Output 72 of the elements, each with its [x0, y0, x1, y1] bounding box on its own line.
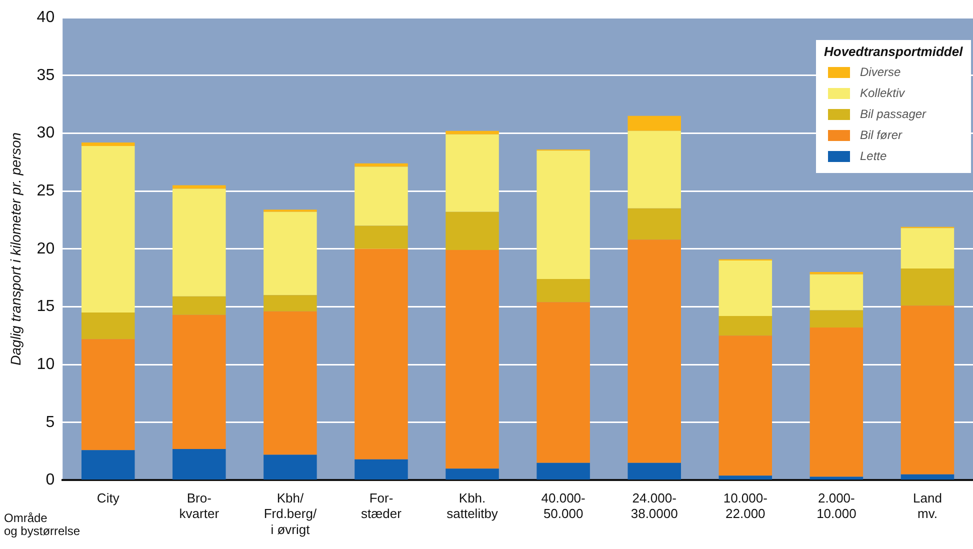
y-tick-label: 30	[36, 124, 55, 142]
legend-label: Diverse	[860, 65, 901, 80]
y-axis-title: Daglig transport i kilometer pr. person	[7, 132, 24, 366]
bar	[536, 302, 590, 463]
bar	[354, 226, 408, 249]
bar	[628, 208, 681, 240]
bar	[354, 166, 408, 226]
legend-title: Hovedtransportmiddel	[824, 44, 963, 59]
bar	[900, 474, 954, 480]
bar	[446, 212, 499, 250]
bar	[264, 212, 317, 296]
bar	[628, 240, 681, 463]
x-tick-label: Kbh. sattelitby	[446, 490, 498, 522]
bar	[900, 268, 954, 306]
bar	[810, 328, 864, 477]
y-tick-label: 10	[36, 356, 55, 373]
bar	[446, 130, 499, 134]
bar	[536, 150, 590, 279]
bar	[536, 462, 590, 480]
x-tick-label: 10.000- 22.000	[723, 490, 768, 522]
bar	[718, 316, 772, 336]
x-tick-label: 40.000- 50.000	[541, 490, 586, 522]
x-tick-label: 2.000- 10.000	[816, 490, 856, 522]
bar	[354, 163, 408, 167]
y-tick-label: 0	[46, 472, 55, 489]
y-tick-label: 35	[36, 66, 55, 84]
bar	[81, 339, 135, 450]
bar	[810, 476, 864, 480]
x-tick-label: Land mv.	[913, 490, 942, 522]
x-tick-label: Bro- kvarter	[179, 490, 220, 522]
bar	[810, 310, 864, 328]
x-tick-label: 24.000- 38.0000	[630, 490, 678, 522]
bar	[264, 454, 317, 480]
bar	[172, 314, 226, 449]
legend-label: Bil fører	[860, 128, 902, 142]
bar	[718, 260, 772, 316]
bar	[628, 130, 681, 208]
bar	[900, 306, 954, 474]
bar	[354, 248, 408, 460]
bar	[264, 311, 317, 455]
y-tick-label: 25	[36, 182, 55, 200]
bar	[172, 448, 226, 480]
bar	[718, 336, 772, 476]
legend-label: Bil passager	[860, 107, 926, 122]
bar	[81, 450, 135, 480]
bar	[81, 312, 135, 340]
bar	[446, 468, 499, 480]
x-tick-label: For- stæder	[361, 490, 402, 522]
bar	[628, 116, 681, 131]
bar	[264, 295, 317, 312]
bar	[446, 250, 499, 469]
bar	[900, 228, 954, 269]
legend-label: Kollektiv	[860, 86, 905, 100]
bar	[172, 188, 226, 296]
bar	[172, 296, 226, 315]
bar	[536, 278, 590, 302]
bar	[354, 459, 408, 480]
y-tick-label: 20	[36, 240, 55, 258]
legend-label: Lette	[860, 149, 887, 164]
bar	[718, 476, 772, 480]
bar	[446, 134, 499, 212]
bar	[81, 146, 135, 313]
x-tick-label: City	[96, 490, 120, 506]
bar	[172, 185, 226, 189]
y-tick-label: 40	[36, 9, 55, 26]
x-axis-title: Område og bystørrelse	[4, 511, 80, 538]
bar	[628, 462, 681, 480]
bar	[810, 274, 864, 310]
y-tick-label: 15	[36, 298, 55, 316]
x-tick-label: Kbh/ Frd.berg/ i øvrigt	[264, 490, 317, 537]
bar	[81, 142, 135, 146]
y-tick-label: 5	[46, 414, 55, 431]
